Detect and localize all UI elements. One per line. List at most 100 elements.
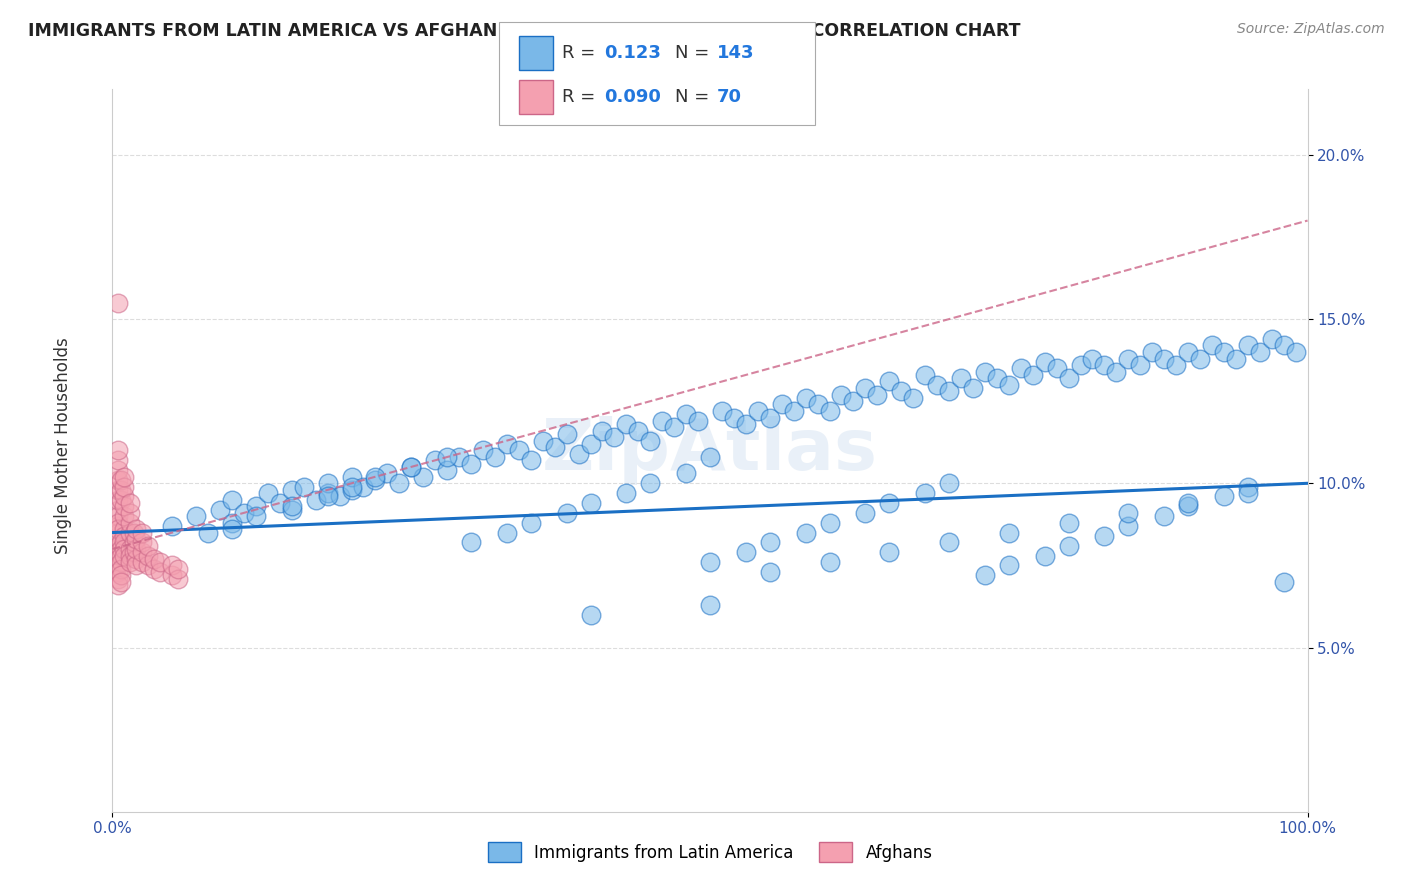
- Point: [508, 443, 530, 458]
- Point: [412, 469, 434, 483]
- Point: [110, 555, 132, 569]
- Point: [107, 525, 129, 540]
- Point: [107, 545, 129, 559]
- Point: [711, 404, 734, 418]
- Point: [340, 480, 363, 494]
- Point: [401, 459, 423, 474]
- Point: [122, 525, 145, 540]
- Point: [131, 535, 153, 549]
- Point: [167, 572, 190, 586]
- Point: [107, 532, 129, 546]
- Point: [131, 545, 153, 559]
- Point: [138, 558, 160, 573]
- Point: [747, 404, 769, 418]
- Point: [329, 490, 352, 504]
- Point: [114, 549, 135, 563]
- Point: [879, 496, 901, 510]
- Point: [998, 377, 1021, 392]
- Point: [1261, 332, 1284, 346]
- Point: [1237, 486, 1260, 500]
- Point: [592, 424, 614, 438]
- Point: [110, 568, 132, 582]
- Legend: Immigrants from Latin America, Afghans: Immigrants from Latin America, Afghans: [481, 836, 939, 869]
- Point: [114, 535, 135, 549]
- Point: [1189, 351, 1212, 366]
- Point: [245, 500, 267, 514]
- Point: [794, 525, 817, 540]
- Point: [233, 506, 256, 520]
- Point: [149, 565, 172, 579]
- Point: [352, 480, 374, 494]
- Point: [531, 434, 554, 448]
- Point: [1213, 345, 1236, 359]
- Point: [759, 565, 782, 579]
- Point: [162, 519, 183, 533]
- Point: [107, 539, 129, 553]
- Point: [120, 516, 142, 530]
- Point: [759, 535, 782, 549]
- Point: [651, 414, 673, 428]
- Point: [197, 525, 219, 540]
- Point: [770, 397, 793, 411]
- Point: [831, 387, 853, 401]
- Point: [114, 541, 135, 556]
- Point: [1142, 345, 1164, 359]
- Point: [269, 496, 291, 510]
- Point: [460, 535, 482, 549]
- Point: [425, 453, 447, 467]
- Point: [305, 492, 328, 507]
- Point: [496, 525, 519, 540]
- Point: [1249, 345, 1271, 359]
- Point: [1237, 480, 1260, 494]
- Point: [125, 522, 148, 536]
- Point: [1033, 549, 1056, 563]
- Point: [316, 490, 339, 504]
- Point: [340, 469, 363, 483]
- Point: [1285, 345, 1308, 359]
- Text: R =: R =: [562, 44, 602, 62]
- Point: [782, 404, 804, 418]
- Point: [1177, 500, 1199, 514]
- Point: [107, 483, 129, 497]
- Point: [364, 469, 387, 483]
- Point: [998, 558, 1021, 573]
- Point: [107, 453, 129, 467]
- Point: [1166, 358, 1188, 372]
- Point: [114, 480, 135, 494]
- Point: [950, 371, 973, 385]
- Point: [122, 535, 145, 549]
- Point: [107, 522, 129, 536]
- Text: N =: N =: [675, 44, 714, 62]
- Point: [1225, 351, 1247, 366]
- Point: [125, 551, 148, 566]
- Point: [401, 459, 423, 474]
- Point: [1010, 361, 1032, 376]
- Text: ZipAtlas: ZipAtlas: [543, 416, 877, 485]
- Point: [974, 365, 997, 379]
- Point: [938, 535, 960, 549]
- Point: [377, 467, 399, 481]
- Point: [107, 502, 129, 516]
- Point: [107, 492, 129, 507]
- Point: [107, 565, 129, 579]
- Point: [1177, 496, 1199, 510]
- Point: [107, 551, 129, 566]
- Point: [114, 490, 135, 504]
- Text: Source: ZipAtlas.com: Source: ZipAtlas.com: [1237, 22, 1385, 37]
- Point: [340, 483, 363, 497]
- Text: R =: R =: [562, 88, 602, 106]
- Point: [568, 447, 591, 461]
- Point: [292, 480, 315, 494]
- Text: IMMIGRANTS FROM LATIN AMERICA VS AFGHAN SINGLE MOTHER HOUSEHOLDS CORRELATION CHA: IMMIGRANTS FROM LATIN AMERICA VS AFGHAN …: [28, 22, 1021, 40]
- Point: [616, 417, 638, 432]
- Point: [110, 574, 132, 589]
- Point: [1094, 358, 1116, 372]
- Text: N =: N =: [675, 88, 714, 106]
- Point: [316, 486, 339, 500]
- Point: [221, 522, 243, 536]
- Point: [699, 598, 721, 612]
- Point: [974, 568, 997, 582]
- Point: [1201, 338, 1223, 352]
- Point: [1153, 509, 1175, 524]
- Point: [675, 407, 697, 421]
